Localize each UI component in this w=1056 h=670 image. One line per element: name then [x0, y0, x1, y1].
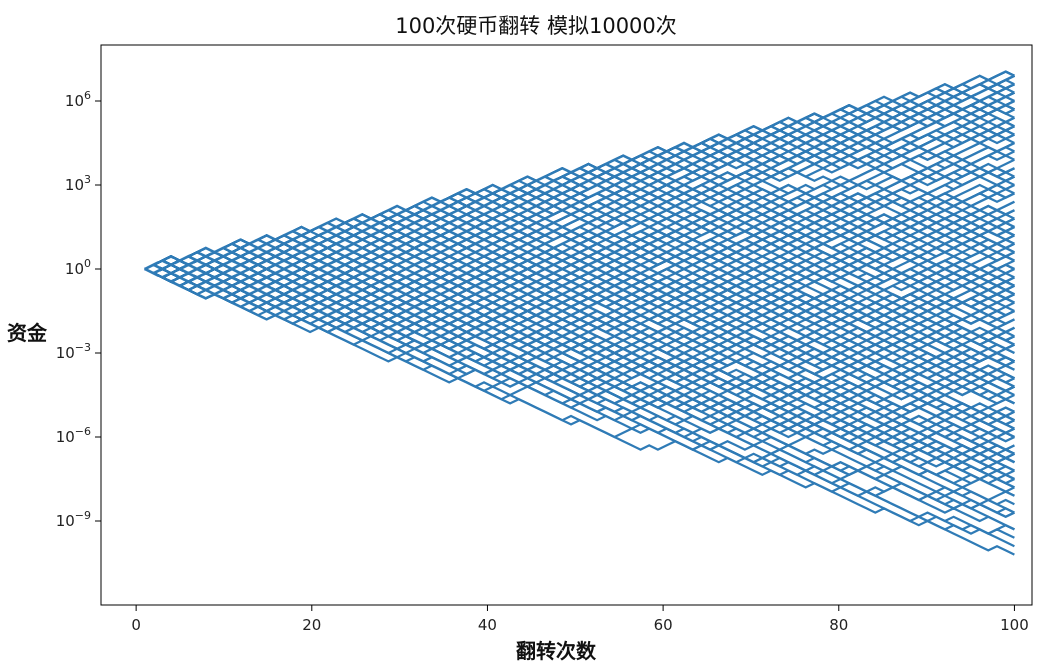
- simulation-line: [144, 246, 1015, 346]
- y-tick-label: 106: [65, 89, 91, 110]
- y-tick-label: 10−3: [56, 341, 91, 362]
- simulation-line: [144, 268, 1015, 401]
- simulation-line: [144, 208, 1015, 292]
- y-axis: 10−9 10−6 10−3 100 103 106: [56, 89, 101, 530]
- simulation-line: [144, 74, 1015, 275]
- simulation-line: [144, 263, 1015, 380]
- simulation-line: [144, 268, 1015, 519]
- simulation-line: [144, 229, 1015, 363]
- simulation-line: [144, 238, 1015, 288]
- y-tick-label: 100: [65, 257, 91, 278]
- simulation-line: [144, 142, 1015, 275]
- simulation-line: [144, 158, 1015, 283]
- simulation-line: [144, 192, 1015, 275]
- x-tick-label: 40: [478, 616, 497, 634]
- x-axis: 0 20 40 60 80 100: [131, 605, 1029, 634]
- simulation-line: [144, 263, 1015, 363]
- simulation-line: [144, 267, 1015, 367]
- x-axis-label: 翻转次数: [516, 639, 597, 663]
- simulation-line: [144, 268, 1015, 451]
- simulation-line: [144, 259, 1015, 443]
- simulation-line: [144, 200, 1015, 275]
- y-axis-label: 资金: [7, 321, 48, 345]
- simulation-line: [144, 259, 1015, 309]
- simulation-line: [144, 268, 1015, 506]
- simulation-line: [144, 196, 1015, 296]
- simulation-line: [144, 267, 1015, 342]
- x-tick-label: 60: [654, 616, 673, 634]
- x-tick-label: 80: [829, 616, 848, 634]
- x-tick-label: 0: [131, 616, 141, 634]
- simulation-line: [144, 116, 1015, 275]
- simulation-line: [144, 116, 1015, 275]
- simulation-line: [144, 250, 1015, 300]
- simulation-line: [144, 91, 1015, 279]
- simulation-line: [144, 268, 1015, 401]
- simulation-line: [144, 268, 1015, 455]
- simulation-line: [144, 267, 1015, 393]
- simulation-line: [144, 268, 1015, 342]
- simulation-line: [144, 74, 1015, 283]
- simulation-line: [144, 145, 1015, 271]
- simulation-line: [144, 268, 1015, 451]
- simulation-line: [144, 263, 1015, 313]
- y-tick-label: 10−6: [56, 425, 91, 446]
- simulation-line: [144, 246, 1015, 296]
- simulation-line: [144, 246, 1015, 288]
- x-tick-label: 20: [302, 616, 321, 634]
- simulation-line: [144, 91, 1015, 275]
- simulation-line: [144, 263, 1015, 472]
- simulation-line: [144, 225, 1015, 300]
- simulation-line: [144, 263, 1015, 430]
- simulation-line: [144, 267, 1015, 460]
- plot-frame: [100, 44, 1033, 606]
- simulation-line: [144, 267, 1015, 367]
- simulation-line: [144, 242, 1015, 292]
- simulation-line: [144, 267, 1015, 393]
- x-tick-label: 100: [1000, 616, 1029, 634]
- simulation-line: [144, 108, 1015, 271]
- simulation-line: [144, 268, 1015, 367]
- simulation-line: [144, 263, 1015, 480]
- simulation-line: [144, 267, 1015, 401]
- simulation-line: [144, 263, 1015, 531]
- simulation-line: [144, 200, 1015, 275]
- simulation-line: [144, 229, 1015, 279]
- simulation-line: [144, 250, 1015, 292]
- y-tick-label: 103: [65, 173, 91, 194]
- simulation-line: [144, 267, 1015, 367]
- chart-title: 100次硬币翻转 模拟10000次: [395, 14, 677, 38]
- simulation-line: [144, 142, 1015, 275]
- simulation-line: [144, 268, 1015, 418]
- simulation-lines: [144, 70, 1015, 556]
- simulation-line: [144, 112, 1015, 270]
- y-tick-label: 10−9: [56, 509, 91, 530]
- simulation-line: [144, 229, 1015, 279]
- simulation-line: [144, 259, 1015, 334]
- simulation-line: [144, 91, 1015, 275]
- simulation-line: [144, 91, 1015, 275]
